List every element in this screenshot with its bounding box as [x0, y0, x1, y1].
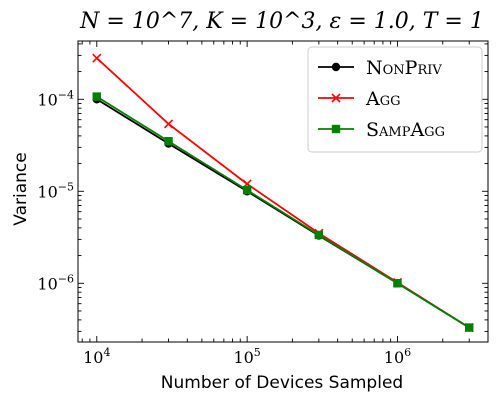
legend-marker-nonpriv — [331, 62, 341, 72]
y-tick-label: 10−4 — [37, 88, 74, 109]
legend-marker-agg — [331, 93, 341, 103]
legend-label-nonpriv: NonPriv — [366, 57, 442, 79]
x-tick-label: 104 — [83, 346, 110, 367]
data-point-sampagg — [92, 92, 101, 101]
y-tick-label: 10−6 — [37, 272, 74, 293]
legend-label-agg: Agg — [365, 88, 401, 110]
x-tick-label: 106 — [384, 346, 411, 367]
chart-title: N = 10^7, K = 10^3, ε = 1.0, T = 1 — [79, 9, 484, 34]
data-point-sampagg — [164, 137, 173, 146]
y-axis-label: Variance — [11, 152, 31, 225]
data-point-sampagg — [314, 230, 324, 240]
y-tick-label: 10−5 — [37, 180, 74, 201]
x-axis-label: Number of Devices Sampled — [161, 373, 403, 393]
legend-label-sampagg: SampAgg — [366, 119, 445, 141]
legend-marker-sampagg — [331, 124, 341, 134]
legend: NonPriv Agg SampAgg — [307, 46, 483, 153]
data-point-agg — [163, 119, 174, 129]
plot-area — [92, 53, 474, 333]
axes: 104 105 106 10−6 10−5 10−4 — [37, 40, 489, 367]
data-point-agg — [92, 53, 102, 63]
series-line-sampagg — [96, 95, 470, 329]
legend-box — [307, 46, 483, 153]
data-point-sampagg — [242, 185, 252, 195]
data-point-sampagg — [393, 279, 402, 288]
data-point-sampagg — [465, 323, 474, 332]
x-tick-label: 105 — [233, 346, 260, 367]
